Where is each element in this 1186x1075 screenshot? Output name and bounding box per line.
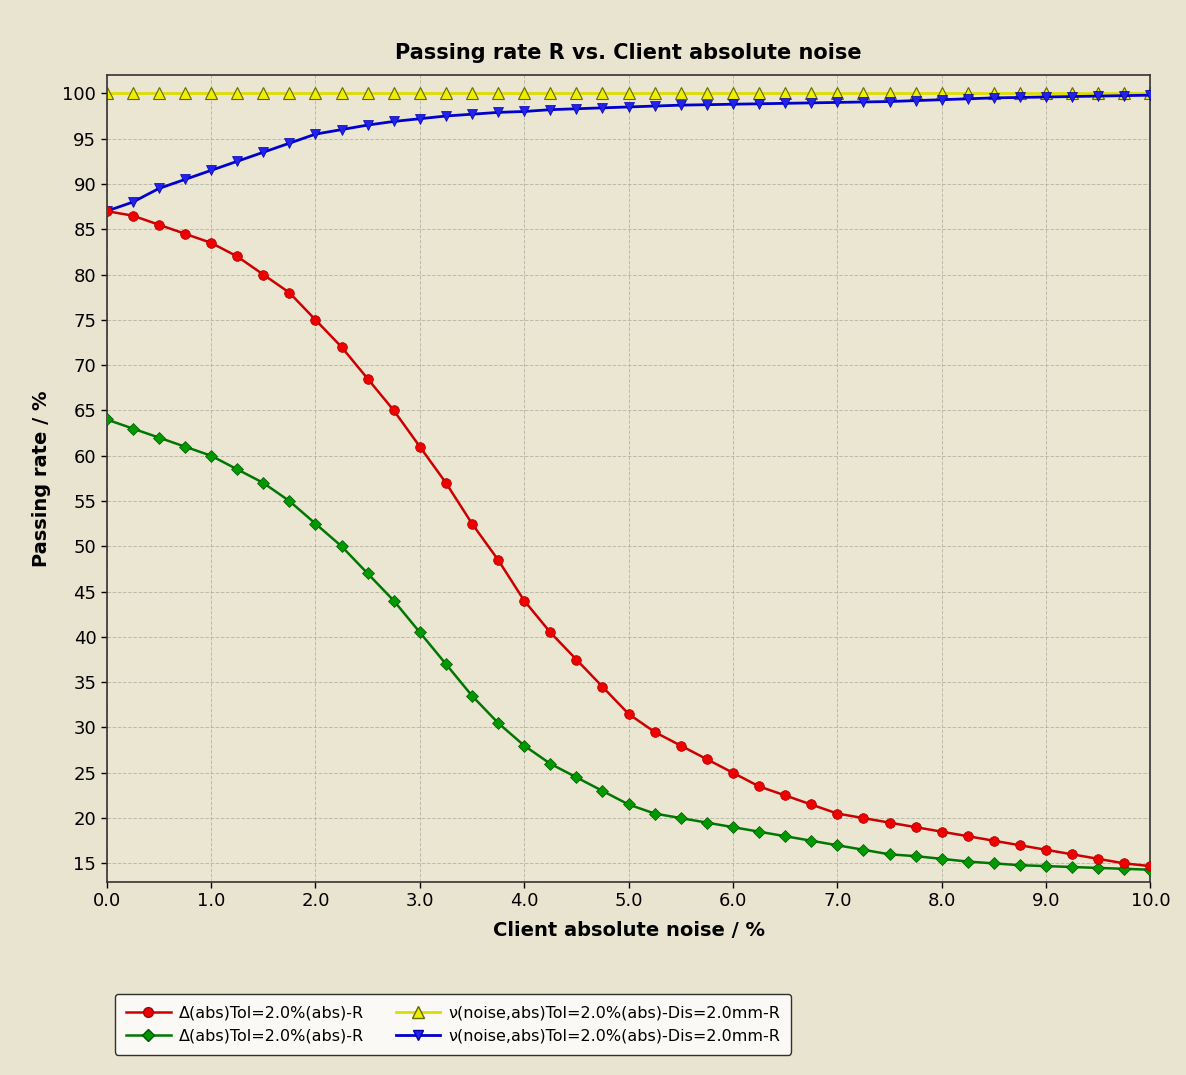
X-axis label: Client absolute noise / %: Client absolute noise / % bbox=[492, 921, 765, 940]
Y-axis label: Passing rate / %: Passing rate / % bbox=[32, 390, 51, 567]
Legend: Δ(abs)Tol=2.0%(abs)-R, Δ(abs)Tol=2.0%(abs)-R, ν(noise,abs)Tol=2.0%(abs)-Dis=2.0m: Δ(abs)Tol=2.0%(abs)-R, Δ(abs)Tol=2.0%(ab… bbox=[115, 994, 791, 1055]
Title: Passing rate R vs. Client absolute noise: Passing rate R vs. Client absolute noise bbox=[395, 43, 862, 62]
